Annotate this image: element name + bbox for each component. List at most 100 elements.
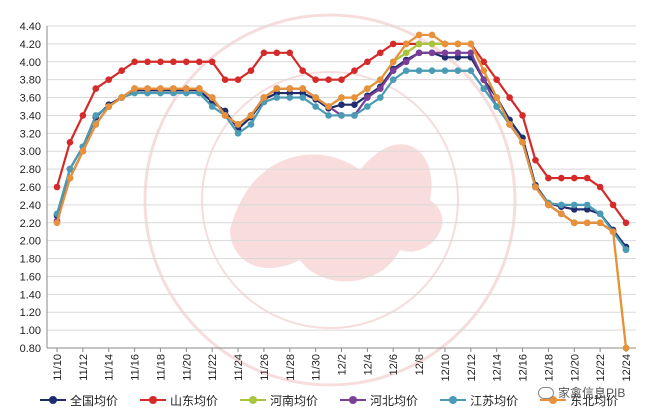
data-point xyxy=(389,58,397,66)
y-tick-label: 3.40 xyxy=(20,110,41,122)
series-lines xyxy=(53,31,630,352)
legend-item-hebei: 河北均价 xyxy=(340,392,418,409)
x-tick-label: 12/4 xyxy=(362,354,374,375)
data-point xyxy=(570,219,578,227)
data-point xyxy=(105,76,113,83)
data-point xyxy=(351,94,358,101)
seal-outer-ring xyxy=(143,13,517,387)
data-point xyxy=(66,138,74,146)
data-point xyxy=(105,103,113,110)
data-point xyxy=(480,85,488,92)
rooster-emblem-icon xyxy=(230,144,443,282)
data-point xyxy=(583,219,591,227)
data-point xyxy=(170,85,177,92)
data-point xyxy=(144,85,151,92)
data-point xyxy=(402,40,410,48)
watermark-seal xyxy=(143,13,517,387)
legend-label: 江苏均价 xyxy=(470,393,519,408)
data-point xyxy=(376,85,384,92)
x-tick-label: 11/26 xyxy=(259,354,271,381)
legend-swatch xyxy=(540,395,567,405)
data-point xyxy=(260,94,268,101)
data-point xyxy=(195,85,203,92)
data-point xyxy=(415,49,423,57)
data-point xyxy=(286,49,294,57)
data-point xyxy=(312,76,319,83)
data-point xyxy=(583,201,591,209)
legend-swatch xyxy=(340,395,367,405)
data-point xyxy=(247,67,255,75)
x-tick-label: 11/30 xyxy=(311,354,323,381)
data-point xyxy=(131,58,138,66)
data-point xyxy=(441,40,449,48)
y-tick-label: 1.40 xyxy=(20,289,41,301)
data-point xyxy=(157,58,164,66)
data-point xyxy=(519,112,526,119)
data-point xyxy=(467,40,475,48)
y-tick-label: 3.80 xyxy=(20,75,41,87)
wechat-icon xyxy=(538,386,554,399)
data-point xyxy=(415,40,423,48)
legend-item-shandong: 山东均价 xyxy=(140,392,218,409)
data-point xyxy=(286,85,294,92)
legend-swatch xyxy=(40,395,66,405)
seal-inner-ring xyxy=(201,71,459,329)
legend-item-northeast: 东北均价 xyxy=(540,392,618,409)
data-point xyxy=(519,138,526,146)
data-point xyxy=(389,76,397,83)
data-point xyxy=(570,174,578,182)
y-tick-label: 1.60 xyxy=(20,271,41,283)
data-point xyxy=(66,165,74,173)
data-point xyxy=(558,174,565,182)
data-point xyxy=(92,112,100,119)
x-tick-label: 12/24 xyxy=(621,354,633,382)
data-point xyxy=(622,344,630,352)
axes: 0.80 1.00 1.20 1.40 1.60 1.80 2.00 2.20 2.40 2.60… xyxy=(20,21,636,382)
data-point xyxy=(441,67,449,75)
data-point xyxy=(480,76,488,83)
legend-item-henan: 河南均价 xyxy=(240,392,318,409)
x-tick-label: 12/20 xyxy=(569,354,581,382)
x-tick-label: 12/2 xyxy=(337,354,349,375)
data-point xyxy=(170,58,177,66)
x-tick-label: 12/14 xyxy=(492,354,504,382)
data-point xyxy=(92,85,100,92)
legend-item-national: 全国均价 xyxy=(40,392,118,409)
legend-swatch xyxy=(440,395,467,405)
y-tick-label: 2.40 xyxy=(20,200,41,212)
x-tick-label: 12/22 xyxy=(595,354,607,382)
data-point xyxy=(273,85,281,92)
data-point xyxy=(376,49,384,57)
data-point xyxy=(441,49,449,57)
legend-label: 山东均价 xyxy=(170,393,219,408)
data-point xyxy=(338,112,345,119)
x-tick-label: 12/6 xyxy=(388,354,400,375)
data-point xyxy=(493,103,500,110)
data-point xyxy=(467,67,475,75)
data-point xyxy=(325,112,332,119)
data-point xyxy=(338,101,345,109)
data-point xyxy=(338,94,345,101)
data-point xyxy=(351,112,358,119)
data-point xyxy=(208,103,216,110)
data-point xyxy=(183,58,190,66)
y-tick-label: 2.00 xyxy=(20,236,41,248)
data-point xyxy=(53,183,61,191)
data-point xyxy=(583,174,591,182)
data-point xyxy=(596,219,604,227)
data-point xyxy=(325,103,332,110)
data-point xyxy=(609,201,617,209)
data-point xyxy=(402,58,410,66)
data-point xyxy=(506,94,513,101)
y-tick-label: 1.80 xyxy=(20,254,41,266)
y-tick-label: 0.80 xyxy=(20,343,41,355)
data-point xyxy=(299,85,307,92)
x-tick-label: 12/16 xyxy=(518,354,530,382)
data-point xyxy=(596,210,604,218)
data-point xyxy=(351,67,358,75)
data-point xyxy=(532,183,539,191)
data-point xyxy=(221,112,229,119)
data-point xyxy=(92,121,100,128)
